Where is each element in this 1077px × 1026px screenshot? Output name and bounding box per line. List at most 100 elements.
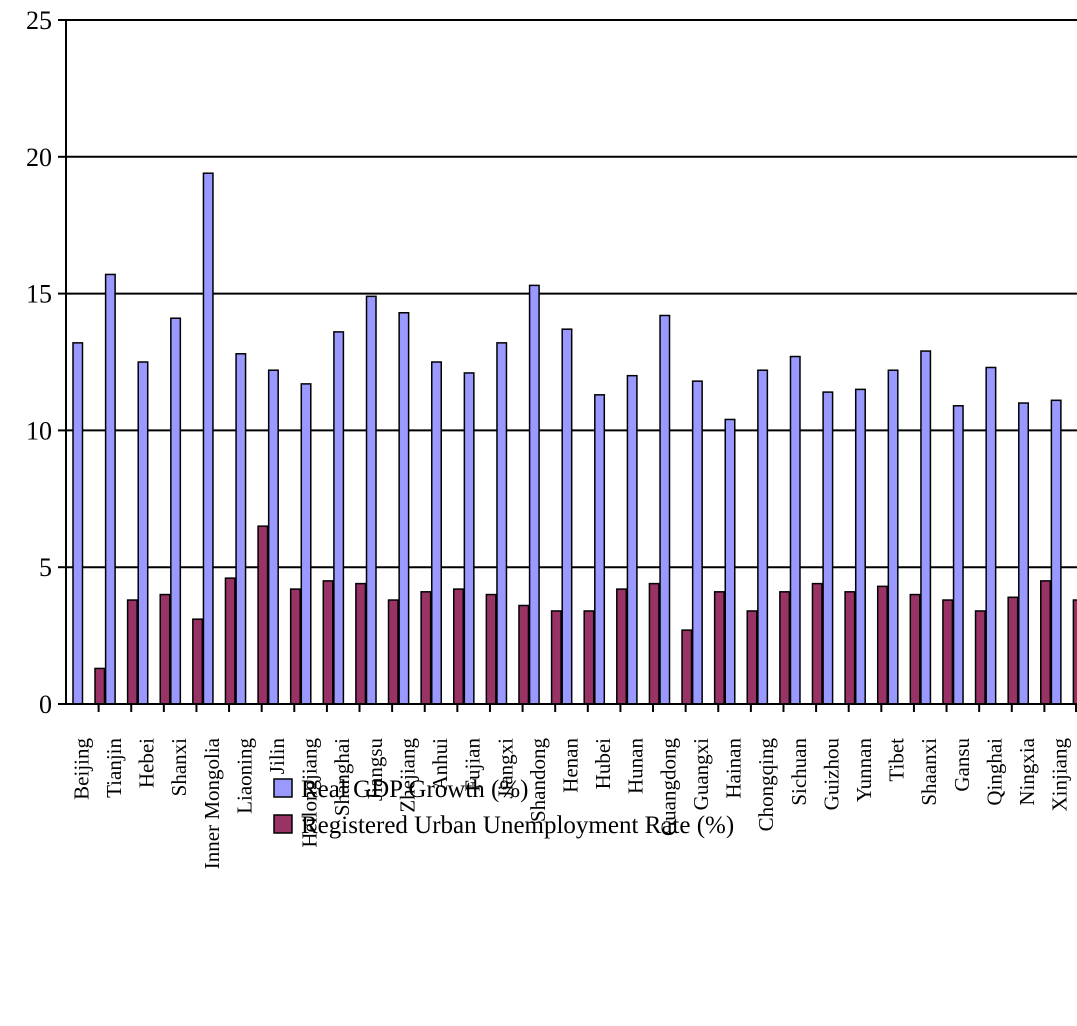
legend-swatch <box>273 778 293 798</box>
bar-unemployment-rate <box>192 618 204 705</box>
bar-unemployment-rate <box>648 582 660 705</box>
bar-gdp-growth <box>594 394 606 705</box>
bar-unemployment-rate <box>713 591 725 705</box>
bar-gdp-growth <box>333 331 345 705</box>
bar-unemployment-rate <box>518 604 530 705</box>
gridlines <box>66 19 1077 569</box>
bar-gdp-growth <box>300 383 312 705</box>
x-category-label: Ningxia <box>1015 737 1039 805</box>
x-category-label: Chongqing <box>754 738 778 832</box>
bar-unemployment-rate <box>485 593 497 705</box>
bar-unemployment-rate <box>224 577 236 705</box>
axis-labels: 0 5 10 15 20 25 Beijing Tianjin Hebei Shanxi Inner… <box>26 6 1072 869</box>
bar-gdp-growth <box>398 312 410 705</box>
bar-gdp-growth <box>463 372 475 705</box>
x-category-label: Liaoning <box>232 738 256 814</box>
bar-unemployment-rate <box>126 599 138 705</box>
bar-unemployment-rate <box>257 525 269 705</box>
x-category-label: Zhejiang <box>395 738 419 813</box>
bar-unemployment-rate <box>876 585 888 705</box>
x-category-label: Inner Mongolia <box>200 737 224 869</box>
y-tick-label: 5 <box>39 553 52 582</box>
x-category-label: Jilin <box>265 738 289 775</box>
x-category-label: Shandong <box>526 738 550 823</box>
bar-gdp-growth <box>235 353 247 705</box>
bar-unemployment-rate <box>583 610 595 705</box>
x-category-label: Anhui <box>428 738 452 791</box>
y-tick-label: 20 <box>26 143 52 172</box>
x-category-label: Beijing <box>69 738 93 800</box>
x-category-label: Jiangxi <box>493 738 517 799</box>
y-tick-label: 15 <box>26 280 52 309</box>
bar-gdp-growth <box>887 369 899 705</box>
bar-gdp-growth <box>789 355 801 705</box>
x-category-label: Gansu <box>950 738 974 792</box>
bar-unemployment-rate <box>1072 599 1077 705</box>
x-category-label: Fujian <box>461 738 485 792</box>
x-category-label: Shanghai <box>330 738 354 816</box>
x-category-label: Sichuan <box>787 738 811 806</box>
bar-gdp-growth <box>561 328 573 705</box>
bar-unemployment-rate <box>779 591 791 705</box>
x-category-label: Xinjiang <box>1048 738 1072 812</box>
bar-gdp-growth <box>724 418 736 705</box>
bar-unemployment-rate <box>974 610 986 705</box>
bar-gdp-growth <box>365 295 377 705</box>
bar-unemployment-rate <box>387 599 399 705</box>
x-category-label: Henan <box>559 738 583 793</box>
bar-unemployment-rate <box>289 588 301 705</box>
bar-gdp-growth <box>952 405 964 705</box>
bar-gdp-growth <box>528 284 540 705</box>
legend-swatch <box>273 814 293 834</box>
x-category-label: Hainan <box>722 738 746 799</box>
bar-gdp-growth <box>822 391 834 705</box>
bar-gdp-growth <box>920 350 932 705</box>
bar-unemployment-rate <box>942 599 954 705</box>
x-category-label: Guangxi <box>689 738 713 810</box>
bar-gdp-growth <box>267 369 279 705</box>
bar-gdp-growth <box>137 361 149 705</box>
y-tick-label: 10 <box>26 416 52 445</box>
x-category-label: Shanxi <box>167 738 191 797</box>
bar-gdp-growth <box>170 317 182 705</box>
bar-unemployment-rate <box>452 588 464 705</box>
bar-gdp-growth <box>626 374 638 705</box>
bar-unemployment-rate <box>616 588 628 705</box>
bar-gdp-growth <box>691 380 703 705</box>
x-category-label: Heilongjiang <box>298 738 322 848</box>
bar-unemployment-rate <box>811 582 823 705</box>
x-category-label: Hebei <box>135 738 159 788</box>
x-category-label: Qinghai <box>982 738 1006 806</box>
bar-gdp-growth <box>1050 399 1062 705</box>
bar-gdp-growth <box>202 172 214 705</box>
x-category-label: Guizhou <box>819 738 843 811</box>
bar-gdp-growth <box>72 342 84 705</box>
bar-gdp-growth <box>496 342 508 705</box>
x-category-label: Guangdong <box>656 738 680 836</box>
bar-gdp-growth <box>104 273 116 705</box>
bar-gdp-growth <box>854 388 866 705</box>
bar-unemployment-rate <box>1007 596 1019 705</box>
bar-gdp-growth <box>1018 402 1030 705</box>
bar-gdp-growth <box>985 366 997 705</box>
bar-unemployment-rate <box>94 667 106 705</box>
legend-label: Registered Urban Unemployment Rate (%) <box>301 812 734 839</box>
bar-gdp-growth <box>430 361 442 705</box>
legend-label: Real GDP Growth (%) <box>301 776 529 803</box>
x-category-label: Tianjin <box>102 738 126 798</box>
y-tick-label: 25 <box>26 6 52 35</box>
x-category-label: Yunnan <box>852 738 876 803</box>
bar-unemployment-rate <box>1040 580 1052 705</box>
bar-unemployment-rate <box>681 629 693 705</box>
bar-unemployment-rate <box>746 610 758 705</box>
bar-gdp-growth <box>757 369 769 705</box>
bar-unemployment-rate <box>909 593 921 705</box>
axes <box>58 19 1077 712</box>
bar-unemployment-rate <box>322 580 334 705</box>
bar-unemployment-rate <box>550 610 562 705</box>
x-category-label: Hunan <box>624 738 648 794</box>
bar-gdp-growth <box>659 314 671 705</box>
x-category-label: Tibet <box>885 738 909 782</box>
